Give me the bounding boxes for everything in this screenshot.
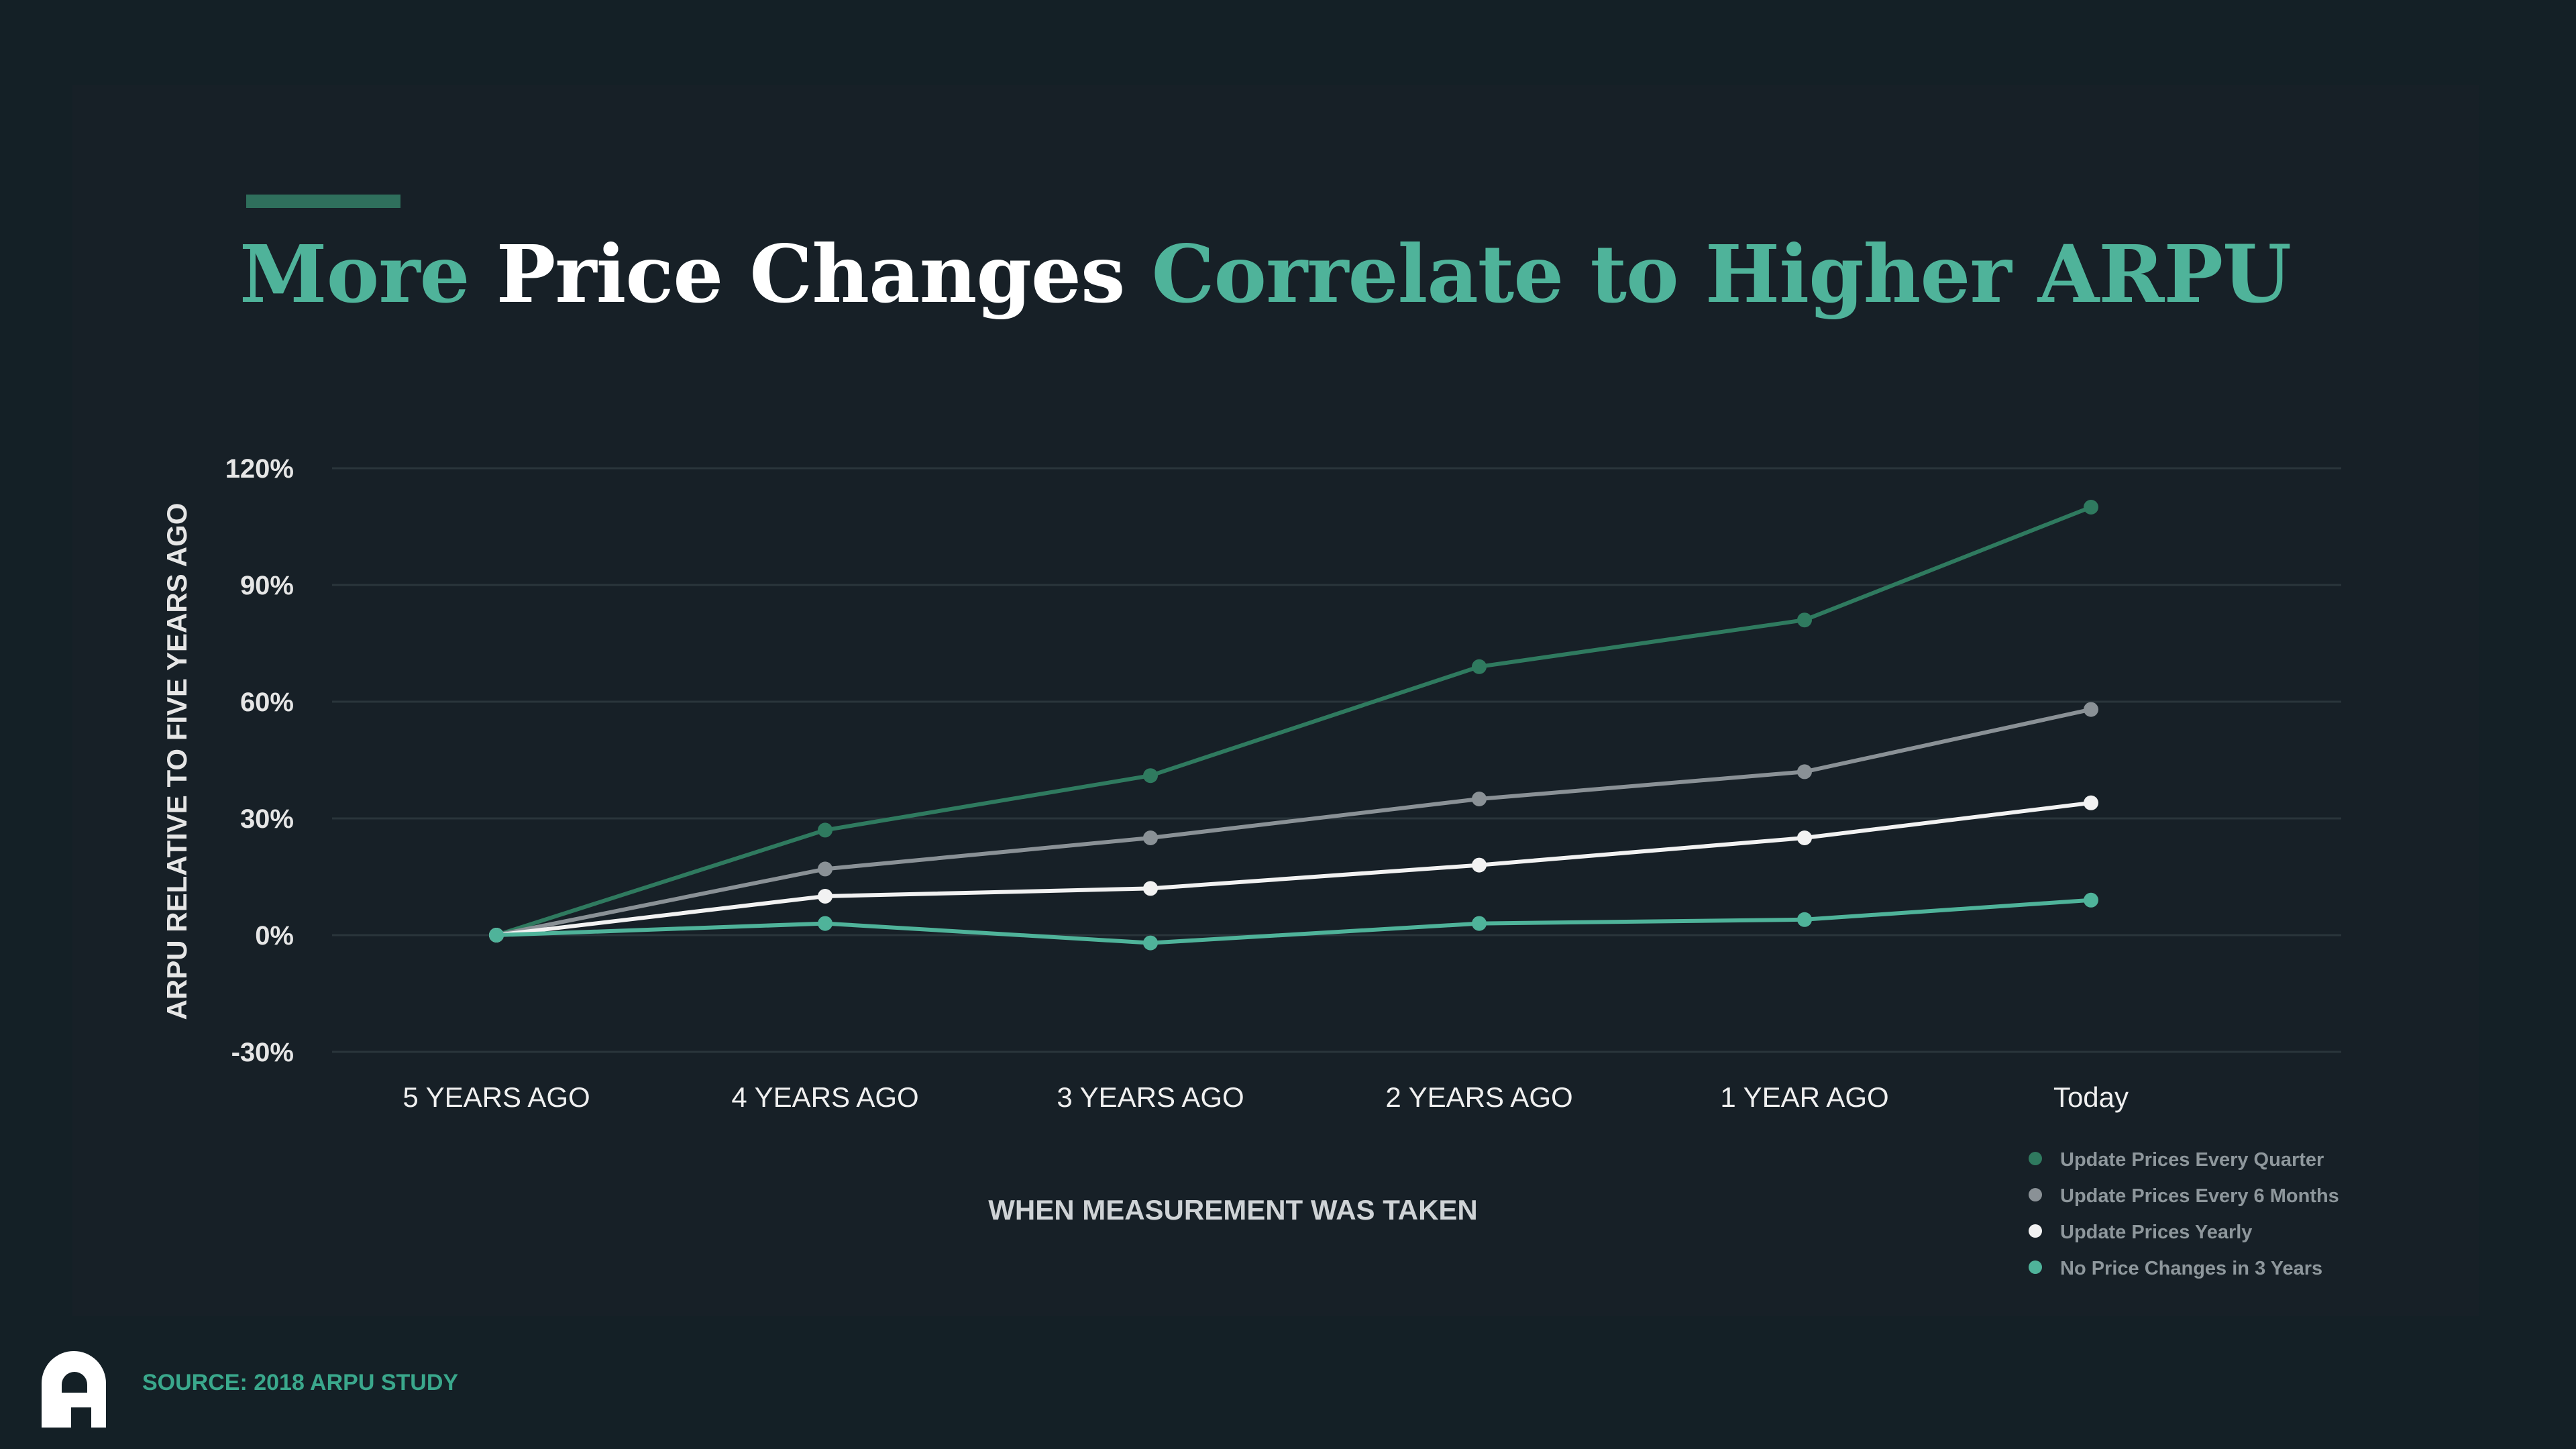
data-point [1797,612,1812,628]
title-part-price-changes: Price Changes [496,227,1126,321]
x-tick-label: 1 YEAR AGO [1720,1081,1888,1113]
y-tick-label: 90% [240,571,294,600]
x-tick-label: Today [2053,1081,2129,1113]
legend-marker [2029,1260,2042,1274]
title-part-correlate: Correlate to Higher ARPU [1151,227,2291,321]
series [489,892,2098,951]
series-group [489,500,2098,951]
series-line [494,707,2093,937]
data-point [2084,892,2098,908]
data-point [489,928,504,943]
data-point [1472,792,1487,806]
series-line [494,800,2093,937]
data-point [818,861,833,877]
x-axis-label: WHEN MEASUREMENT WAS TAKEN [988,1194,1478,1226]
y-axis-label: ARPU RELATIVE TO FIVE YEARS AGO [161,503,193,1020]
legend-item: Update Prices Yearly [2029,1222,2252,1243]
data-point [2084,500,2098,515]
legend-marker [2029,1224,2042,1238]
title-part-more: More [239,227,470,321]
legend-label: No Price Changes in 3 Years [2060,1258,2322,1279]
y-tick-label: 120% [225,454,294,484]
grid-lines [332,467,2341,1053]
data-point [1143,881,1158,896]
data-point [1143,830,1158,845]
legend-item: Update Prices Every 6 Months [2029,1185,2339,1207]
x-tick-label: 5 YEARS AGO [402,1081,590,1113]
x-tick-label: 4 YEARS AGO [731,1081,918,1113]
legend: Update Prices Every Quarter Update Prices… [2029,1149,2339,1279]
y-axis-ticks: 120% 90% 60% 30% 0% -30% [225,454,294,1067]
data-point [1143,935,1158,951]
x-axis-ticks: 5 YEARS AGO 4 YEARS AGO 3 YEARS AGO 2 YEARS… [402,1081,2129,1113]
data-point [2084,702,2098,717]
series-line [494,505,2093,937]
legend-marker [2029,1152,2042,1165]
series [489,500,2098,943]
x-tick-label: 3 YEARS AGO [1057,1081,1244,1113]
y-tick-label: -30% [231,1038,294,1067]
data-point [1797,764,1812,780]
legend-label: Update Prices Yearly [2060,1222,2252,1243]
legend-item: Update Prices Every Quarter [2029,1149,2324,1171]
page-title: More Price Changes Correlate to Higher A… [239,227,2292,322]
data-point [1797,830,1812,845]
y-tick-label: 60% [240,688,294,717]
data-point [1472,659,1487,674]
data-point [818,889,833,904]
legend-label: Update Prices Every 6 Months [2060,1185,2339,1207]
company-logo-icon [42,1351,106,1428]
legend-label: Update Prices Every Quarter [2060,1149,2324,1171]
series-line [494,898,2093,945]
data-point [1143,768,1158,784]
y-tick-label: 0% [255,921,294,951]
x-tick-label: 2 YEARS AGO [1385,1081,1572,1113]
y-tick-label: 30% [240,804,294,834]
data-point [818,916,833,931]
title-accent-bar [246,195,400,208]
data-point [1797,912,1812,927]
legend-marker [2029,1188,2042,1201]
legend-item: No Price Changes in 3 Years [2029,1258,2322,1279]
data-point [2084,795,2098,810]
data-point [1472,916,1487,931]
data-point [818,822,833,838]
data-point [1472,857,1487,873]
source-citation: SOURCE: 2018 ARPU STUDY [142,1370,459,1395]
